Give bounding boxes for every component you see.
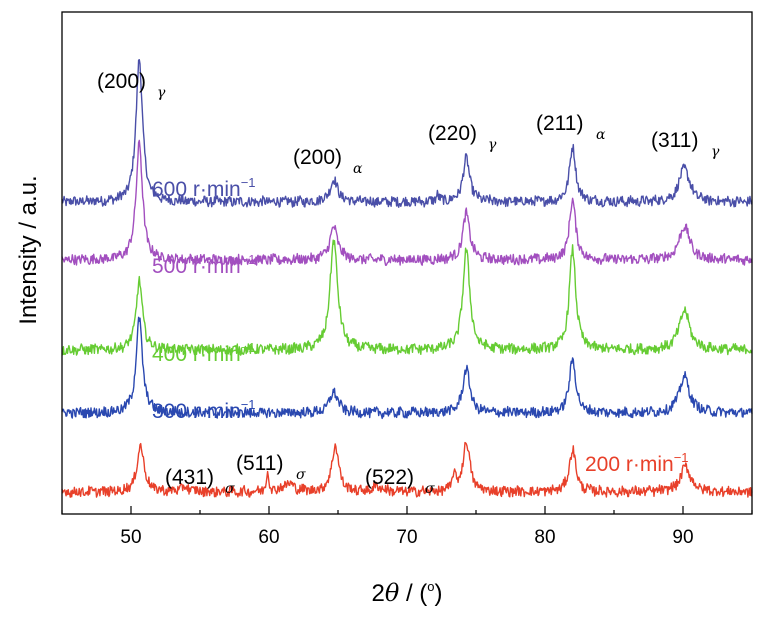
x-axis-label-close: ) <box>435 580 443 607</box>
peak-annotation-431-5: (431) σ <box>165 466 235 497</box>
x-axis-label-rest: / ( <box>399 580 427 607</box>
svg-text:γ: γ <box>711 144 720 160</box>
peak-annotation-200-1: (200) α <box>293 146 363 177</box>
peak-annotation-200-0: (200) γ <box>97 70 166 101</box>
series-label-200: 200 r·min−1 <box>585 450 689 476</box>
svg-text:α: α <box>353 161 363 177</box>
svg-text:γ: γ <box>488 137 497 153</box>
peak-annotation-311-4: (311) γ <box>651 129 720 160</box>
svg-text:(431): (431) <box>165 466 214 489</box>
svg-text:(211): (211) <box>536 112 583 135</box>
peak-annotation-220-2: (220) γ <box>428 122 497 153</box>
series-label-600: 600 r·min−1 <box>152 175 256 201</box>
series-labels-layer: 600 r·min−1 500 r·min−1 400 r·min−1 300 r·m… <box>152 175 689 476</box>
series-label-500: 500 r·min−1 <box>152 252 256 278</box>
svg-text:(522): (522) <box>365 466 414 489</box>
x-tick-label-90: 90 <box>672 527 693 548</box>
svg-text:σ: σ <box>225 481 235 497</box>
svg-text:(200): (200) <box>293 146 342 169</box>
svg-text:γ: γ <box>157 85 166 101</box>
x-axis-label-degree: o <box>427 579 434 594</box>
y-axis-label: Intensity / a.u. <box>15 175 42 324</box>
peak-annotation-211-3: (211) α <box>536 112 606 143</box>
svg-text:(311): (311) <box>651 129 698 152</box>
ticks-layer: 50 60 70 80 90 <box>61 506 753 548</box>
svg-text:σ: σ <box>296 467 306 483</box>
series-line-300 <box>61 316 753 420</box>
peak-annotation-511-6: (511) σ <box>236 452 306 483</box>
svg-text:α: α <box>596 127 606 143</box>
x-tick-label-80: 80 <box>534 527 555 548</box>
series-line-200 <box>61 441 753 498</box>
series-line-400 <box>61 239 753 356</box>
peak-annotation-522-7: (522) σ <box>365 466 435 497</box>
x-axis-label-two: 2 <box>371 580 384 607</box>
peak-annotations-layer: (200) γ(200) α(220) γ(211) α (311) γ(431) σ(511… <box>97 70 720 497</box>
series-label-400: 400 r·min−1 <box>152 340 256 366</box>
series-label-300: 300 r·min−1 <box>152 397 256 423</box>
series-line-500 <box>61 139 753 266</box>
x-axis-label-theta: θ <box>385 579 400 607</box>
series-layer <box>61 59 753 498</box>
svg-text:(200): (200) <box>97 70 146 93</box>
x-axis-label: 2θ / (o) <box>371 579 442 607</box>
svg-text:(511): (511) <box>236 452 283 475</box>
svg-text:σ: σ <box>425 481 435 497</box>
x-tick-label-50: 50 <box>120 527 141 548</box>
svg-text:(220): (220) <box>428 122 477 145</box>
series-line-600 <box>61 59 753 208</box>
x-tick-label-70: 70 <box>396 527 417 548</box>
x-tick-label-60: 60 <box>258 527 279 548</box>
